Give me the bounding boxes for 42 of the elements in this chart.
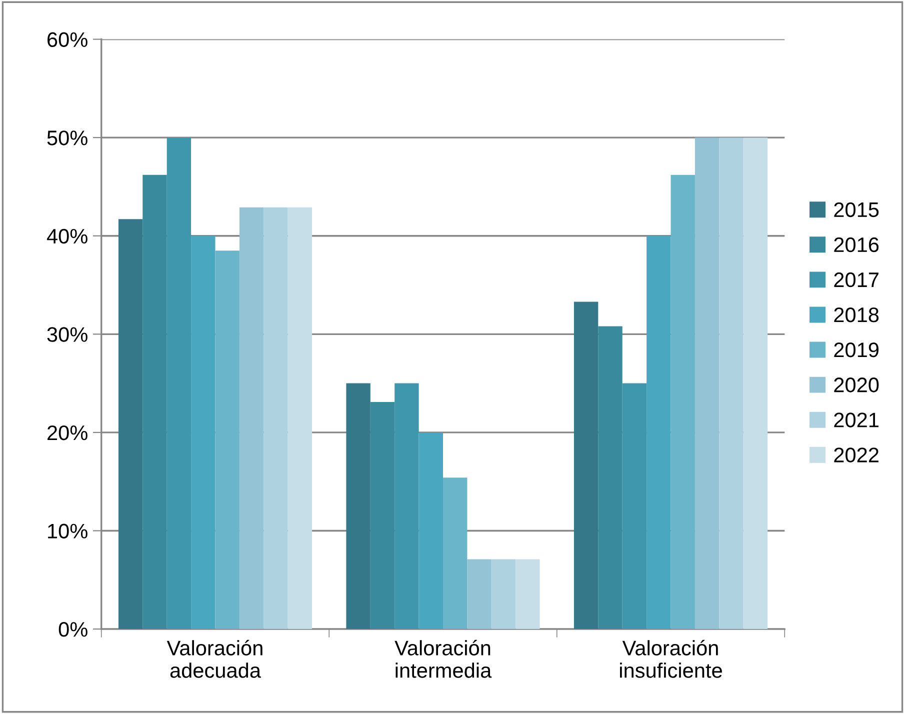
bar [370,402,395,630]
bar [622,383,647,630]
y-tick-label: 60% [48,32,88,48]
bar [574,302,598,630]
bar [598,326,622,630]
x-tick-label: Valoración intermedia [394,640,492,678]
bar [694,138,720,630]
bar [191,236,216,630]
bar [418,432,443,630]
y-tick-label: 20% [48,425,88,440]
x-tick-label: Valoración adecuada [166,640,262,678]
legend-label: 2021 [834,412,878,428]
y-tick-label: 0% [58,622,88,637]
bar [142,174,167,630]
y-tick-label: 10% [48,524,88,538]
bar [743,138,768,630]
bar [118,219,143,630]
legend-label: 2019 [834,342,878,358]
bar [166,138,192,630]
bar [215,250,240,630]
bar [394,383,419,630]
bar [670,174,695,630]
legend-label: 2017 [834,272,878,288]
bar [467,559,492,630]
x-tick-label: Valoración insuficiente [620,640,722,678]
bar [288,207,312,630]
bar [516,559,540,630]
bar [719,138,744,630]
bar [491,559,516,630]
legend-label: 2016 [834,237,879,252]
bar [646,236,671,630]
legend-label: 2020 [834,378,879,392]
y-tick-label: 40% [46,228,88,244]
y-tick-label: 50% [47,130,88,146]
bar [264,207,288,630]
bar [346,383,370,630]
bar [239,207,264,630]
y-tick-label: 30% [47,327,88,342]
legend-label: 2015 [834,202,879,218]
legend-label: 2022 [834,448,878,462]
bar [443,478,468,630]
legend-label: 2018 [834,307,879,322]
